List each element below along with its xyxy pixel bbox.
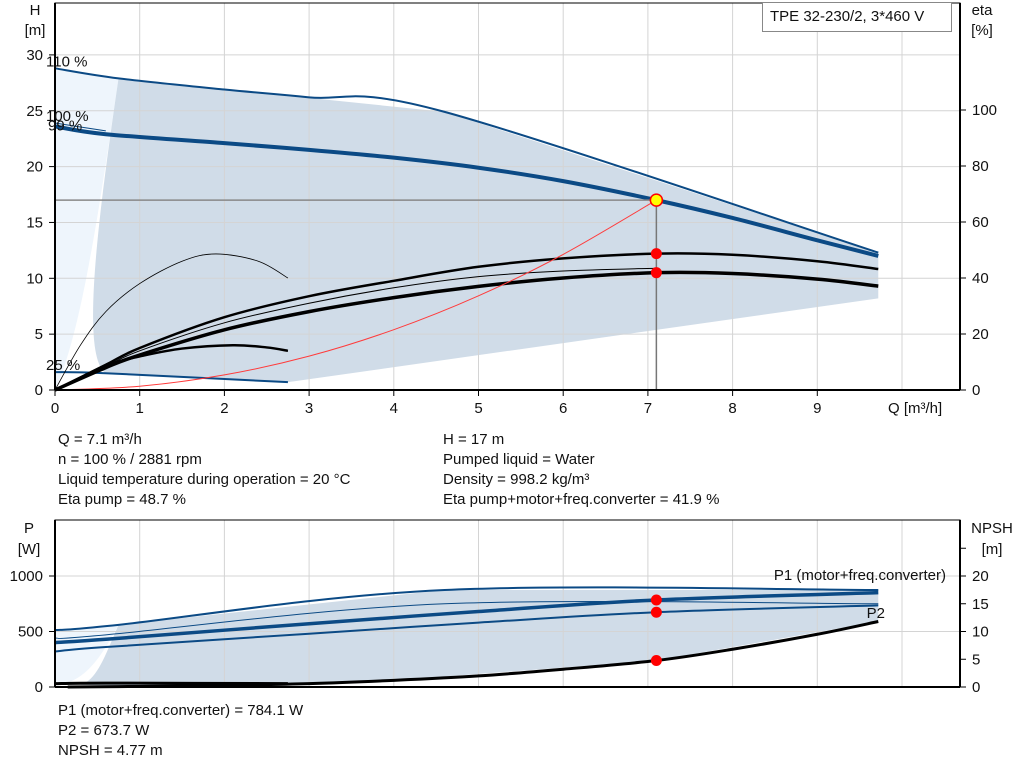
efficiency-curve [54, 252, 879, 392]
q-tick-label: 0 [51, 400, 59, 417]
eta-pump-point [650, 248, 662, 260]
p-axis-label: P [24, 520, 34, 537]
eta-tick-label: 20 [972, 326, 989, 343]
head-curve [54, 371, 288, 384]
power-curve [54, 604, 879, 653]
duty-point [649, 193, 664, 207]
p2-series-label: P2 [867, 605, 885, 622]
efficiency-curve [54, 253, 289, 391]
eta-total-point [650, 267, 662, 279]
eta-tick-label: 100 [972, 102, 997, 119]
q-tick-label: 8 [728, 400, 736, 417]
p-tick-label: 1000 [10, 568, 43, 585]
head-curve-thin [54, 122, 106, 132]
efficiency-curve [54, 270, 879, 392]
npsh-tick-label: 0 [972, 679, 980, 696]
h-tick-label: 20 [26, 159, 43, 176]
h-axis-unit: [m] [25, 22, 46, 39]
p1-series-label: P1 (motor+freq.converter) [774, 567, 946, 584]
q-tick-label: 4 [390, 400, 398, 417]
power-curve [54, 600, 879, 639]
eta-axis-label: eta [972, 2, 994, 19]
npsh-tick-label: 10 [972, 624, 989, 641]
npsh-curve [67, 620, 879, 689]
info-npsh: NPSH = 4.77 m [58, 742, 163, 759]
info-pumped-liquid: Pumped liquid = Water [443, 451, 595, 468]
operating-area [93, 78, 879, 383]
info-bottom: P1 (motor+freq.converter) = 784.1 W P2 =… [58, 701, 303, 761]
power-curve [54, 586, 879, 632]
pump-model-box: TPE 32-230/2, 3*460 V [762, 2, 952, 32]
npsh-point [650, 655, 662, 667]
curve-label: 99 % [48, 118, 82, 135]
curve-label: 100 % [46, 108, 89, 125]
efficiency-curve [105, 343, 289, 367]
p-tick-label: 0 [35, 679, 43, 696]
info-density: Density = 998.2 kg/m³ [443, 471, 590, 488]
info-eta-total: Eta pump+motor+freq.converter = 41.9 % [443, 491, 720, 508]
q-axis-label: Q [m³/h] [888, 400, 942, 417]
npsh-axis-label: NPSH [971, 520, 1013, 537]
npsh-axis-unit: [m] [982, 541, 1003, 558]
p2-point [650, 606, 662, 618]
info-p2: P2 = 673.7 W [58, 722, 150, 739]
eta-tick-label: 0 [972, 382, 980, 399]
info-flow: Q = 7.1 m³/h [58, 431, 142, 448]
h-tick-label: 0 [35, 382, 43, 399]
info-left-column: Q = 7.1 m³/h n = 100 % / 2881 rpm Liquid… [58, 430, 350, 510]
info-liquid-temperature: Liquid temperature during operation = 20… [58, 471, 351, 488]
q-tick-label: 7 [644, 400, 652, 417]
h-tick-label: 25 [26, 103, 43, 120]
info-p1: P1 (motor+freq.converter) = 784.1 W [58, 702, 304, 719]
h-axis-label: H [30, 2, 41, 19]
h-tick-label: 15 [26, 214, 43, 231]
q-tick-label: 1 [136, 400, 144, 417]
eta-tick-label: 60 [972, 214, 989, 231]
head-curve [54, 67, 879, 254]
system-curve [54, 199, 657, 391]
eta-tick-label: 80 [972, 158, 989, 175]
p1-point [650, 594, 662, 606]
info-head: H = 17 m [443, 431, 505, 448]
h-tick-label: 5 [35, 326, 43, 343]
h-tick-label: 10 [26, 270, 43, 287]
q-tick-label: 9 [813, 400, 821, 417]
info-speed: n = 100 % / 2881 rpm [58, 451, 202, 468]
power-curve [54, 590, 879, 645]
light-operating-area [55, 68, 119, 390]
q-tick-label: 2 [220, 400, 228, 417]
head-curve [54, 124, 879, 258]
power-operating-area [80, 589, 879, 687]
curve-label: 25 % [46, 357, 80, 374]
q-tick-label: 5 [474, 400, 482, 417]
npsh-tick-label: 5 [972, 651, 980, 668]
q-tick-label: 3 [305, 400, 313, 417]
p-axis-unit: [W] [18, 541, 41, 558]
efficiency-curve [54, 267, 657, 391]
curve-label: 110 % [46, 53, 87, 70]
eta-axis-unit: [%] [971, 22, 993, 39]
info-right-column: H = 17 m Pumped liquid = Water Density =… [443, 430, 719, 510]
npsh-tick-label: 15 [972, 596, 989, 613]
q-tick-label: 6 [559, 400, 567, 417]
h-tick-label: 30 [26, 47, 43, 64]
p-tick-label: 500 [18, 624, 43, 641]
npsh-tick-label: 20 [972, 568, 989, 585]
info-eta-pump: Eta pump = 48.7 % [58, 491, 186, 508]
eta-tick-label: 40 [972, 270, 989, 287]
